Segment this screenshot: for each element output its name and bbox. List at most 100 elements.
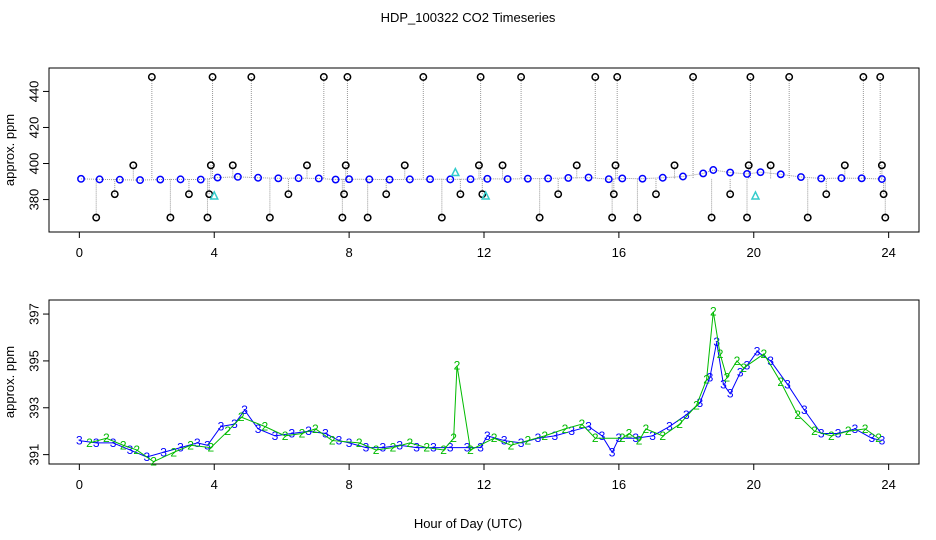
data-point-blue (176, 175, 185, 184)
x-tick-label: 20 (747, 245, 761, 260)
data-label-green: 2 (208, 441, 215, 455)
data-label-green: 2 (845, 424, 852, 438)
data-point-blue (405, 175, 414, 184)
data-label-green: 2 (454, 359, 461, 373)
axes: 0 4 8 12 16 20 24 380 400 420 440 (26, 81, 895, 260)
data-point-blue (604, 175, 613, 184)
data-point-black (456, 190, 465, 199)
data-point-black (554, 190, 563, 199)
data-label-green: 2 (875, 431, 882, 445)
x-tick-label: 4 (211, 245, 218, 260)
data-point-black (166, 213, 175, 222)
x-tick-label: 24 (881, 477, 895, 492)
data-point-blue (837, 174, 846, 183)
data-label-blue: 3 (346, 436, 353, 450)
data-point-black (803, 213, 812, 222)
data-point-black (419, 73, 428, 81)
data-point-blue (483, 174, 492, 183)
data-point-black (382, 190, 391, 199)
data-label-green: 2 (133, 443, 140, 457)
data-label-blue: 3 (767, 354, 774, 368)
data-point-black (129, 161, 138, 170)
data-label-green: 2 (862, 422, 869, 436)
data-point-black (284, 190, 293, 199)
data-point-black (265, 213, 274, 222)
data-label-green: 2 (450, 431, 457, 445)
data-label-blue: 3 (551, 429, 558, 443)
y-tick-label: 395 (26, 350, 41, 372)
data-point-black (437, 213, 446, 222)
data-label-green: 2 (373, 443, 380, 457)
data-point-black (611, 161, 620, 170)
data-label-green: 2 (626, 427, 633, 441)
data-label-green: 2 (440, 443, 447, 457)
data-label-green: 2 (238, 410, 245, 424)
data-point-blue (699, 169, 708, 178)
data-label-blue: 3 (683, 408, 690, 422)
data-label-green: 2 (524, 434, 531, 448)
data-label-blue: 3 (93, 436, 100, 450)
data-point-black (110, 190, 119, 199)
data-point-blue (426, 175, 434, 184)
data-label-blue: 3 (727, 387, 734, 401)
series-line-green (89, 311, 879, 463)
y-tick-label: 391 (26, 444, 41, 466)
data-label-green: 2 (282, 429, 289, 443)
data-point-black (517, 73, 526, 81)
data-label-green: 2 (299, 427, 306, 441)
data-label-green: 2 (120, 438, 127, 452)
data-label-green: 2 (717, 347, 724, 361)
data-label-blue: 3 (852, 422, 859, 436)
data-point-blue (584, 173, 593, 182)
data-point-black (498, 161, 507, 170)
data-marks (77, 73, 890, 222)
data-label-green: 2 (329, 434, 336, 448)
data-label-blue: 3 (754, 345, 761, 359)
data-point-blue (756, 168, 765, 177)
data-point-blue (196, 175, 205, 184)
y-tick-label: 397 (26, 303, 41, 325)
data-point-blue (213, 173, 222, 182)
data-point-black (147, 73, 156, 81)
data-label-green: 2 (794, 408, 801, 422)
data-point-black (881, 213, 890, 222)
data-label-green: 2 (777, 375, 784, 389)
data-point-blue (274, 174, 283, 183)
y-tick-label: 440 (26, 81, 41, 103)
data-label-green: 2 (312, 422, 319, 436)
x-tick-label: 16 (612, 477, 626, 492)
y-tick-label: 393 (26, 397, 41, 419)
x-tick-label: 20 (747, 477, 761, 492)
data-label-blue: 3 (288, 427, 295, 441)
data-point-black (340, 190, 349, 199)
data-label-green: 2 (150, 455, 157, 469)
data-point-blue (365, 175, 374, 184)
data-label-green: 2 (643, 422, 650, 436)
data-point-black (652, 190, 660, 199)
data-point-black (608, 213, 617, 222)
data-label-blue: 3 (177, 441, 184, 455)
data-point-blue (743, 170, 751, 178)
data-point-black (766, 161, 775, 170)
data-label-blue: 3 (160, 445, 167, 459)
plot-frame (48, 67, 920, 233)
data-point-black (184, 190, 193, 199)
data-label-green: 2 (261, 420, 268, 434)
data-label-green: 2 (676, 417, 683, 431)
data-point-black (474, 161, 483, 170)
data-point-black (92, 213, 101, 222)
y-tick-label: 400 (26, 153, 41, 175)
data-point-blue (776, 170, 785, 179)
data-label-blue: 3 (430, 441, 437, 455)
data-label-green: 2 (619, 431, 626, 445)
data-point-black (208, 73, 217, 81)
data-label-blue: 3 (737, 366, 744, 380)
data-label-green: 2 (508, 438, 515, 452)
data-label-blue: 3 (801, 403, 808, 417)
data-point-black (206, 161, 215, 170)
data-label-blue: 3 (194, 436, 201, 450)
data-point-black (744, 161, 753, 170)
x-tick-label: 8 (345, 245, 352, 260)
